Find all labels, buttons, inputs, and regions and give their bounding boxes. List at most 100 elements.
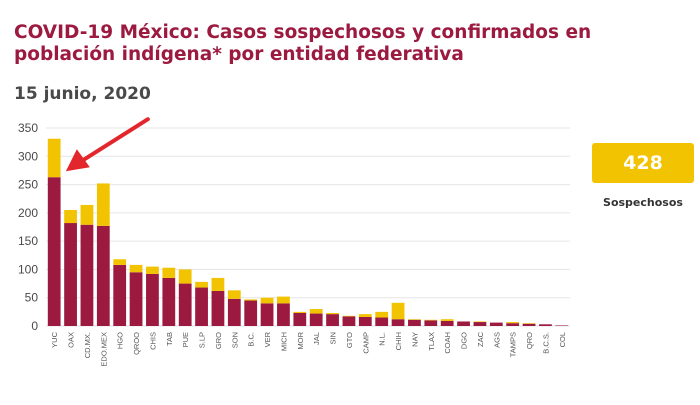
x-tick-label-TAMPS: TAMPS <box>509 332 518 357</box>
bar-confirmados-HGO <box>113 264 127 326</box>
red-arrow <box>65 117 150 172</box>
bar-confirmados-QRO <box>522 323 536 326</box>
bar-sospechosos-CHIH <box>391 302 405 320</box>
bar-sospechosos-JAL <box>309 309 323 314</box>
x-tick-label-CHIS: CHIS <box>148 332 157 350</box>
x-tick-label-SIN: SIN <box>329 332 338 345</box>
bar-confirmados-B.C. <box>244 300 258 326</box>
arrow-head <box>65 149 90 172</box>
x-tick-label-TLAX: TLAX <box>427 332 436 351</box>
bar-sospechosos-PUE <box>178 269 192 284</box>
bar-sospechosos-B.C. <box>244 299 258 301</box>
x-tick-label-COAH: COAH <box>443 332 452 354</box>
bar-sospechosos-MICH <box>277 296 290 304</box>
y-tick-label-300: 300 <box>18 149 38 163</box>
bar-confirmados-DGO <box>457 321 470 326</box>
bar-confirmados-GTO <box>342 316 356 326</box>
bar-sospechosos-GTO <box>342 315 356 317</box>
y-tick-label-350: 350 <box>18 121 38 135</box>
x-tick-label-PUE: PUE <box>181 332 190 347</box>
bar-sospechosos-TAMPS <box>506 322 520 324</box>
bar-confirmados-N.L. <box>375 317 389 326</box>
bar-confirmados-CAMP <box>358 316 372 326</box>
x-tick-label-DGO: DGO <box>460 332 469 349</box>
bar-sospechosos-YUC <box>47 138 61 178</box>
x-tick-label-QROO: QROO <box>132 332 141 355</box>
bar-confirmados-TAB <box>162 277 176 326</box>
bar-confirmados-QROO <box>129 272 143 326</box>
x-tick-label-TAB: TAB <box>165 332 174 346</box>
x-tick-label-AGS: AGS <box>492 332 501 348</box>
x-tick-label-GRO: GRO <box>214 332 223 349</box>
x-tick-label-QRO: QRO <box>525 332 534 349</box>
bar-sospechosos-MOR <box>293 311 307 313</box>
bar-sospechosos-CAMP <box>358 314 372 317</box>
x-axis-labels: YUC OAX CD.MX. EDO.MEX HGO QROO CHIS TAB PUE S.LP… <box>50 331 567 366</box>
y-tick-label-50: 50 <box>25 291 39 305</box>
bar-sospechosos-CD.MX. <box>80 204 94 225</box>
bars <box>47 138 569 326</box>
y-axis-ticks: 0 50 100 150 200 250 300 350 <box>18 121 38 333</box>
bar-sospechosos-EDO.MEX <box>96 183 110 226</box>
bar-sospechosos-COAH <box>440 319 454 321</box>
x-tick-label-NAY: NAY <box>410 332 419 347</box>
chart-title: COVID-19 México: Casos sospechosos y con… <box>14 22 592 65</box>
bar-confirmados-MOR <box>293 312 307 326</box>
bar-confirmados-NAY <box>408 319 421 326</box>
y-tick-label-250: 250 <box>18 178 38 192</box>
y-tick-label-150: 150 <box>18 234 38 248</box>
x-tick-label-COL: COL <box>558 332 567 347</box>
bar-confirmados-B.C.S. <box>539 324 552 326</box>
bar-sospechosos-OAX <box>64 210 77 224</box>
x-tick-label-ZAC: ZAC <box>476 331 485 347</box>
x-tick-label-SON: SON <box>230 332 239 348</box>
x-tick-label-OAX: OAX <box>67 332 76 348</box>
bar-confirmados-SIN <box>326 314 339 326</box>
bar-sospechosos-N.L. <box>375 311 389 318</box>
bar-sospechosos-HGO <box>113 259 127 265</box>
bar-confirmados-PUE <box>178 283 192 326</box>
arrow-shaft <box>77 117 150 165</box>
x-tick-label-CHIH: CHIH <box>394 332 403 350</box>
bar-confirmados-GRO <box>211 290 225 326</box>
bar-confirmados-AGS <box>489 322 503 326</box>
bar-confirmados-COL <box>555 325 569 326</box>
bar-sospechosos-QRO <box>522 323 536 324</box>
x-tick-label-MICH: MICH <box>279 332 288 351</box>
x-tick-label-CAMP: CAMP <box>361 332 370 354</box>
bar-confirmados-CHIH <box>391 319 405 326</box>
y-tick-label-100: 100 <box>18 262 38 276</box>
suspected-count-box: 428 <box>592 143 694 183</box>
x-tick-label-YUC: YUC <box>50 331 59 347</box>
bar-sospechosos-VER <box>260 297 274 304</box>
x-tick-label-MOR: MOR <box>296 331 305 349</box>
x-tick-label-S.LP: S.LP <box>198 332 207 348</box>
bar-sospechosos-SON <box>227 290 241 299</box>
bar-confirmados-JAL <box>309 313 323 326</box>
y-tick-label-200: 200 <box>18 206 38 220</box>
stacked-bar-chart: 0 50 100 150 200 250 300 350 YUC OAX CD.MX. EDO.ME… <box>18 117 570 367</box>
bar-confirmados-SON <box>227 298 241 326</box>
bar-confirmados-CD.MX. <box>80 224 94 326</box>
bar-confirmados-OAX <box>64 223 77 326</box>
bar-confirmados-COAH <box>440 320 454 326</box>
bar-sospechosos-NAY <box>408 319 421 320</box>
x-tick-label-CD.MX.: CD.MX. <box>83 332 92 358</box>
bar-sospechosos-CHIS <box>146 266 159 274</box>
bar-sospechosos-TAB <box>162 267 176 278</box>
bar-confirmados-ZAC <box>473 322 487 326</box>
bar-sospechosos-GRO <box>211 277 225 291</box>
bar-confirmados-EDO.MEX <box>96 225 110 326</box>
bar-confirmados-MICH <box>277 303 290 326</box>
x-tick-label-B.C.: B.C. <box>247 332 256 347</box>
bar-sospechosos-SIN <box>326 312 339 315</box>
y-tick-label-0: 0 <box>31 319 38 333</box>
x-tick-label-GTO: GTO <box>345 332 354 348</box>
bar-sospechosos-QROO <box>129 264 143 273</box>
bar-sospechosos-TLAX <box>424 319 438 321</box>
bar-confirmados-TAMPS <box>506 323 520 326</box>
x-tick-label-HGO: HGO <box>116 332 125 349</box>
bar-sospechosos-S.LP <box>195 281 208 288</box>
chart-date: 15 junio, 2020 <box>14 84 151 104</box>
bar-confirmados-S.LP <box>195 287 208 326</box>
